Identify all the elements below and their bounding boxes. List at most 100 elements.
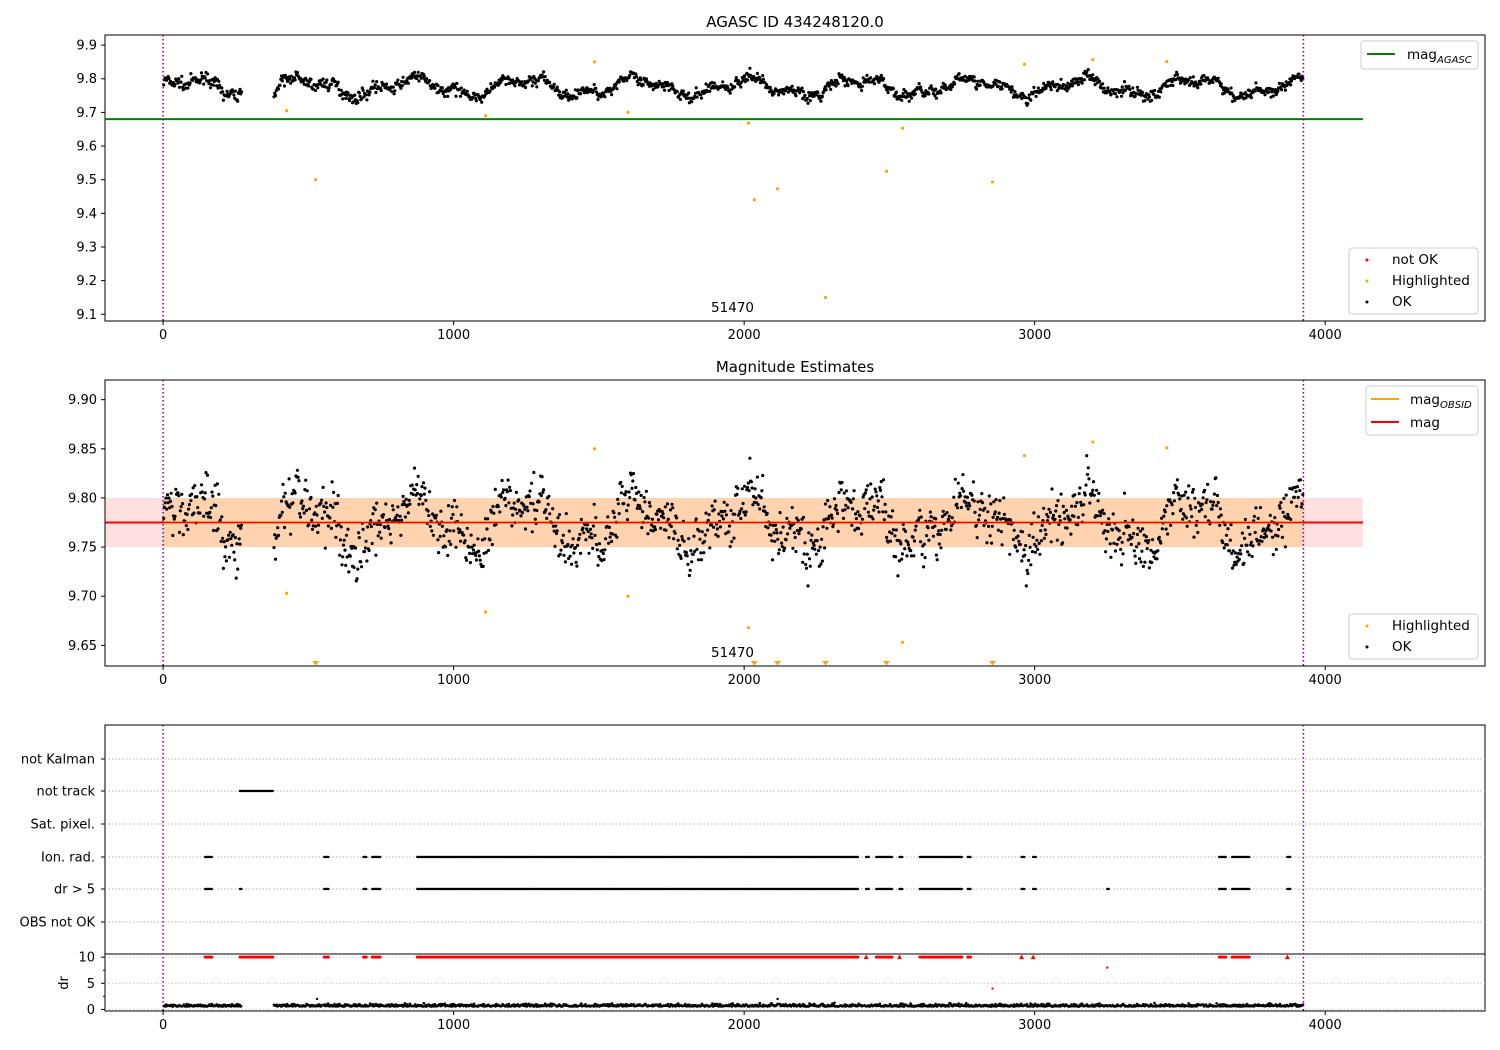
ok-point <box>220 86 224 90</box>
x-tick-label: 0 <box>159 328 167 343</box>
ok-point <box>234 576 238 580</box>
ok-point <box>547 494 551 498</box>
ok-point <box>890 531 894 535</box>
ok-point <box>866 510 871 514</box>
ok-point <box>533 517 537 521</box>
ok-point <box>405 79 409 83</box>
ok-point <box>1196 86 1200 90</box>
ok-point <box>1072 514 1076 519</box>
dr-point <box>290 1002 294 1006</box>
ok-point <box>732 536 736 540</box>
flag-point <box>1248 887 1251 891</box>
ok-point <box>1117 529 1121 533</box>
ok-point <box>379 88 383 93</box>
ok-point <box>653 528 658 532</box>
flag-point <box>240 887 243 891</box>
ok-point <box>365 98 369 102</box>
ok-point <box>300 499 304 503</box>
ok-point <box>416 70 420 74</box>
ok-point <box>1009 90 1013 94</box>
ok-point <box>1039 529 1043 533</box>
ok-point <box>1075 501 1079 505</box>
ok-point <box>400 518 404 522</box>
flag-point <box>901 855 904 859</box>
ok-point <box>296 475 300 479</box>
ok-point <box>553 544 557 549</box>
ok-point <box>225 89 229 93</box>
ok-point <box>755 475 760 479</box>
ok-point <box>465 89 469 93</box>
ok-point <box>457 530 461 535</box>
ok-point <box>576 543 580 548</box>
offscale-marker <box>822 661 830 666</box>
ok-point <box>819 99 823 103</box>
ok-point <box>462 88 466 92</box>
ok-point <box>193 484 197 488</box>
ok-point <box>504 504 508 508</box>
ok-point <box>208 86 213 90</box>
ok-point <box>716 534 720 539</box>
ok-point <box>766 526 770 530</box>
ok-point <box>699 93 703 97</box>
ok-point <box>891 87 896 91</box>
highlighted-point <box>884 169 889 173</box>
ok-point <box>224 559 228 563</box>
ok-point <box>434 516 438 520</box>
ok-point <box>305 489 309 493</box>
ok-point <box>616 502 621 506</box>
ok-point <box>978 507 982 511</box>
ok-point <box>750 486 754 490</box>
ok-point <box>770 558 775 562</box>
ok-point <box>974 87 979 91</box>
ok-point <box>980 501 985 505</box>
ok-point <box>1229 523 1233 527</box>
ok-point <box>982 523 986 528</box>
ok-point <box>681 89 686 93</box>
flag-point <box>378 855 382 859</box>
ok-point <box>1020 530 1025 534</box>
ok-point <box>1099 511 1103 515</box>
ok-point <box>428 79 432 83</box>
ok-point <box>1078 486 1082 490</box>
ok-point <box>186 527 190 532</box>
ok-point <box>346 527 350 531</box>
ok-point <box>772 531 776 535</box>
ok-point <box>940 514 945 519</box>
ok-point <box>626 503 630 507</box>
ok-point <box>1090 491 1094 495</box>
ok-point <box>762 505 766 509</box>
ok-point <box>163 501 167 505</box>
ok-point <box>428 524 432 529</box>
ok-point <box>577 536 581 540</box>
ok-point <box>523 527 528 531</box>
ok-point <box>911 535 915 539</box>
ok-point <box>922 542 926 546</box>
x-tick-label: 4000 <box>1309 328 1342 343</box>
ok-point <box>646 532 650 536</box>
highlighted-point <box>990 180 995 184</box>
ok-point <box>368 90 372 94</box>
ok-point <box>558 552 562 556</box>
ok-point <box>535 508 539 513</box>
ok-point <box>575 564 579 568</box>
obs-label: 51470 <box>711 645 754 661</box>
ok-point <box>1263 532 1267 536</box>
dr-point <box>422 1001 426 1005</box>
ok-point <box>223 555 227 559</box>
dr-tick-label: 0 <box>87 1003 95 1018</box>
ok-point <box>907 99 911 103</box>
ok-point <box>491 504 495 509</box>
flag-point <box>365 855 368 859</box>
legend-frame <box>1348 247 1479 315</box>
ok-point <box>615 87 619 91</box>
ok-point <box>1174 78 1178 82</box>
ok-point <box>279 513 283 518</box>
ok-point <box>474 558 478 562</box>
ok-point <box>1012 528 1016 532</box>
ok-point <box>721 80 725 84</box>
ok-point <box>214 504 218 508</box>
ok-point <box>1280 524 1284 528</box>
ok-point <box>809 538 813 543</box>
ok-point <box>185 512 189 517</box>
ok-point <box>1046 515 1050 519</box>
